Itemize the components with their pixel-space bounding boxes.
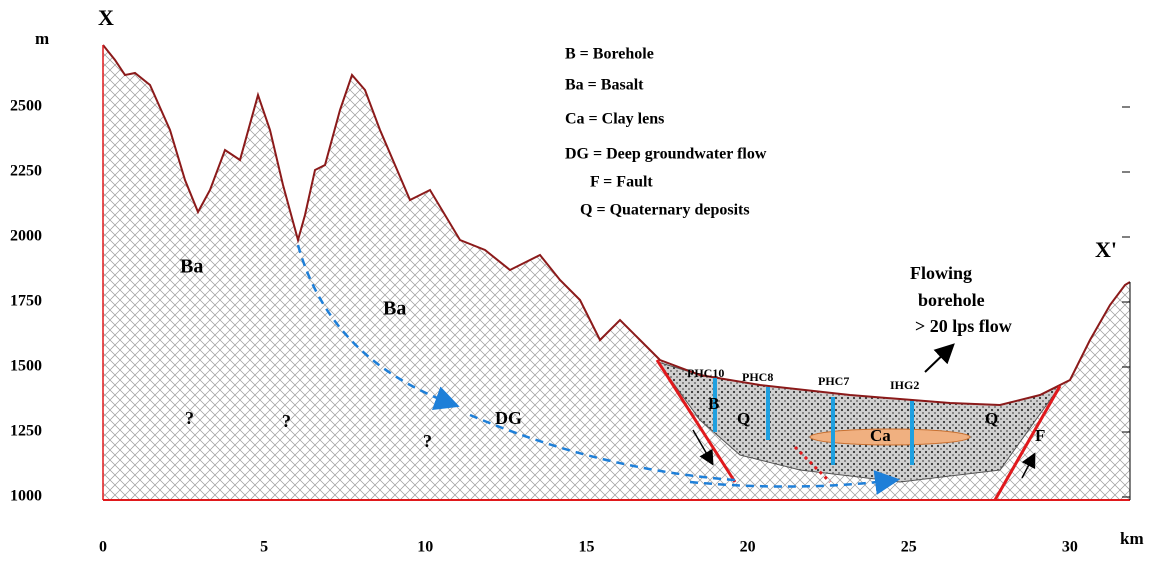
- x-tick-label: 10: [417, 539, 433, 556]
- region-label: Ba: [383, 298, 406, 320]
- region-label: B: [708, 394, 719, 413]
- region-label: DG: [495, 408, 522, 428]
- region-label: Ca: [870, 426, 891, 445]
- x-tick-label: 0: [99, 539, 107, 556]
- y-tick-label: 2500: [10, 98, 42, 115]
- x-tick-label: 30: [1062, 539, 1078, 556]
- legend-entry: Q = Quaternary deposits: [580, 202, 750, 219]
- legend-entry: Ba = Basalt: [565, 77, 644, 94]
- x-unit: km: [1120, 529, 1144, 548]
- region-label: Q: [737, 409, 750, 428]
- cross-section: km m X X' 1000 1250 1500 1750 2000 2250 2500 0 5…: [0, 0, 1170, 565]
- annotation: > 20 lps flow: [915, 316, 1012, 336]
- x-tick-label: 25: [901, 539, 917, 556]
- region-label: ?: [185, 408, 194, 428]
- y-tick-label: 1250: [10, 423, 42, 440]
- y-tick-label: 2250: [10, 163, 42, 180]
- y-tick-label: 2000: [10, 228, 42, 245]
- borehole-label: PHC8: [742, 370, 773, 384]
- region-label: ?: [282, 411, 291, 431]
- legend-entry: Ca = Clay lens: [565, 111, 664, 128]
- legend-entry: DG = Deep groundwater flow: [565, 146, 767, 163]
- y-unit: m: [35, 29, 49, 48]
- region-label: ?: [423, 431, 432, 451]
- borehole-label: PHC7: [818, 374, 849, 388]
- x-tick-label: 5: [260, 539, 268, 556]
- region-label: F: [1035, 426, 1045, 445]
- x-tick-label: 20: [740, 539, 756, 556]
- annotation: Flowing: [910, 263, 972, 283]
- borehole-label: PHC10: [687, 366, 724, 380]
- flow-arrow: [925, 346, 952, 372]
- y-tick-label: 1500: [10, 358, 42, 375]
- y-tick-label: 1000: [10, 488, 42, 505]
- legend-entry: B = Borehole: [565, 46, 654, 63]
- borehole-label: IHG2: [890, 378, 919, 392]
- region-label: Q: [985, 409, 998, 428]
- start-label: X: [98, 5, 114, 30]
- x-tick-label: 15: [578, 539, 594, 556]
- region-label: Ba: [180, 256, 203, 278]
- annotation: borehole: [918, 290, 985, 310]
- y-tick-label: 1750: [10, 293, 42, 310]
- end-label: X': [1095, 237, 1117, 262]
- legend-entry: F = Fault: [590, 174, 653, 191]
